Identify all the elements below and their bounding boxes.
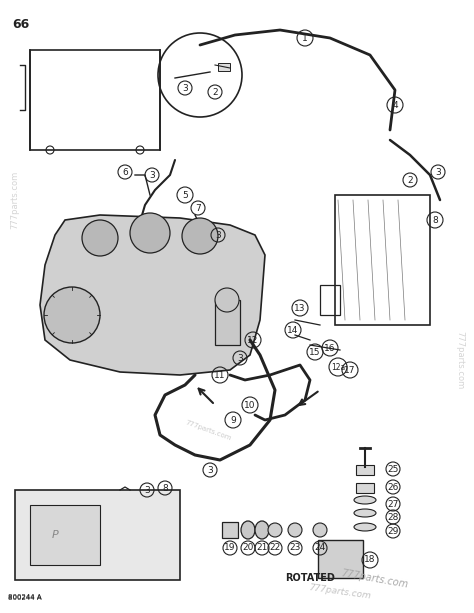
Text: ROTATED: ROTATED [285, 573, 335, 583]
Text: 777parts.com: 777parts.com [10, 171, 19, 229]
Text: 11: 11 [214, 370, 226, 379]
Text: 7: 7 [195, 204, 201, 213]
Circle shape [182, 218, 218, 254]
Bar [356, 483, 374, 493]
Text: 3: 3 [435, 167, 441, 177]
Text: 2: 2 [212, 88, 218, 96]
Text: 17: 17 [344, 365, 356, 375]
Text: 12a: 12a [331, 362, 345, 371]
Text: 24: 24 [314, 544, 326, 552]
Text: 22: 22 [269, 544, 281, 552]
Bar [318, 540, 363, 578]
Circle shape [313, 523, 327, 537]
Circle shape [44, 287, 100, 343]
Text: 25: 25 [387, 465, 399, 473]
Text: 777parts.com: 777parts.com [456, 331, 465, 389]
Text: 21: 21 [256, 544, 268, 552]
Text: 20: 20 [242, 544, 254, 552]
Text: 800244 A: 800244 A [8, 594, 42, 600]
Text: 18: 18 [364, 555, 376, 565]
Text: 16: 16 [324, 343, 336, 352]
Ellipse shape [354, 509, 376, 517]
Circle shape [130, 213, 170, 253]
Bar [215, 300, 240, 345]
Text: 6: 6 [122, 167, 128, 177]
Ellipse shape [354, 496, 376, 504]
Text: 28: 28 [387, 512, 399, 522]
Text: 9: 9 [230, 416, 236, 424]
Text: 23: 23 [289, 544, 301, 552]
Text: 27: 27 [387, 500, 399, 509]
Text: 5: 5 [182, 191, 188, 199]
Text: 3: 3 [144, 485, 150, 495]
Bar [356, 465, 374, 475]
Text: 19: 19 [224, 544, 236, 552]
Ellipse shape [255, 521, 269, 539]
Polygon shape [40, 215, 265, 375]
Bar [320, 285, 340, 315]
Text: 777parts.com: 777parts.com [340, 568, 409, 590]
Text: 3: 3 [237, 354, 243, 362]
Text: 26: 26 [387, 482, 399, 492]
Text: 3: 3 [207, 465, 213, 474]
Circle shape [288, 523, 302, 537]
Text: 66: 66 [12, 18, 29, 31]
Text: P: P [52, 530, 58, 540]
Text: 12: 12 [247, 335, 259, 345]
Text: 8: 8 [162, 484, 168, 492]
Text: 4: 4 [392, 101, 398, 110]
Bar [222, 522, 238, 538]
Text: 800244 A: 800244 A [8, 595, 42, 601]
Bar [30, 505, 100, 565]
Text: 14: 14 [287, 326, 299, 335]
Text: 777parts.com: 777parts.com [184, 419, 232, 441]
Circle shape [82, 220, 118, 256]
Text: 3: 3 [149, 170, 155, 180]
Text: 777parts.com: 777parts.com [309, 583, 372, 601]
Text: 8: 8 [432, 216, 438, 224]
Ellipse shape [354, 523, 376, 531]
Text: 15: 15 [309, 348, 321, 357]
Text: 10: 10 [244, 400, 256, 409]
Circle shape [215, 288, 239, 312]
Circle shape [268, 523, 282, 537]
Ellipse shape [241, 521, 255, 539]
FancyBboxPatch shape [15, 490, 180, 580]
Text: 3: 3 [182, 83, 188, 93]
Text: 13: 13 [294, 303, 306, 313]
Text: 3: 3 [215, 230, 221, 240]
Bar [218, 63, 230, 71]
Text: 1: 1 [302, 34, 308, 42]
Text: 2: 2 [407, 175, 413, 185]
Text: 29: 29 [387, 527, 399, 536]
